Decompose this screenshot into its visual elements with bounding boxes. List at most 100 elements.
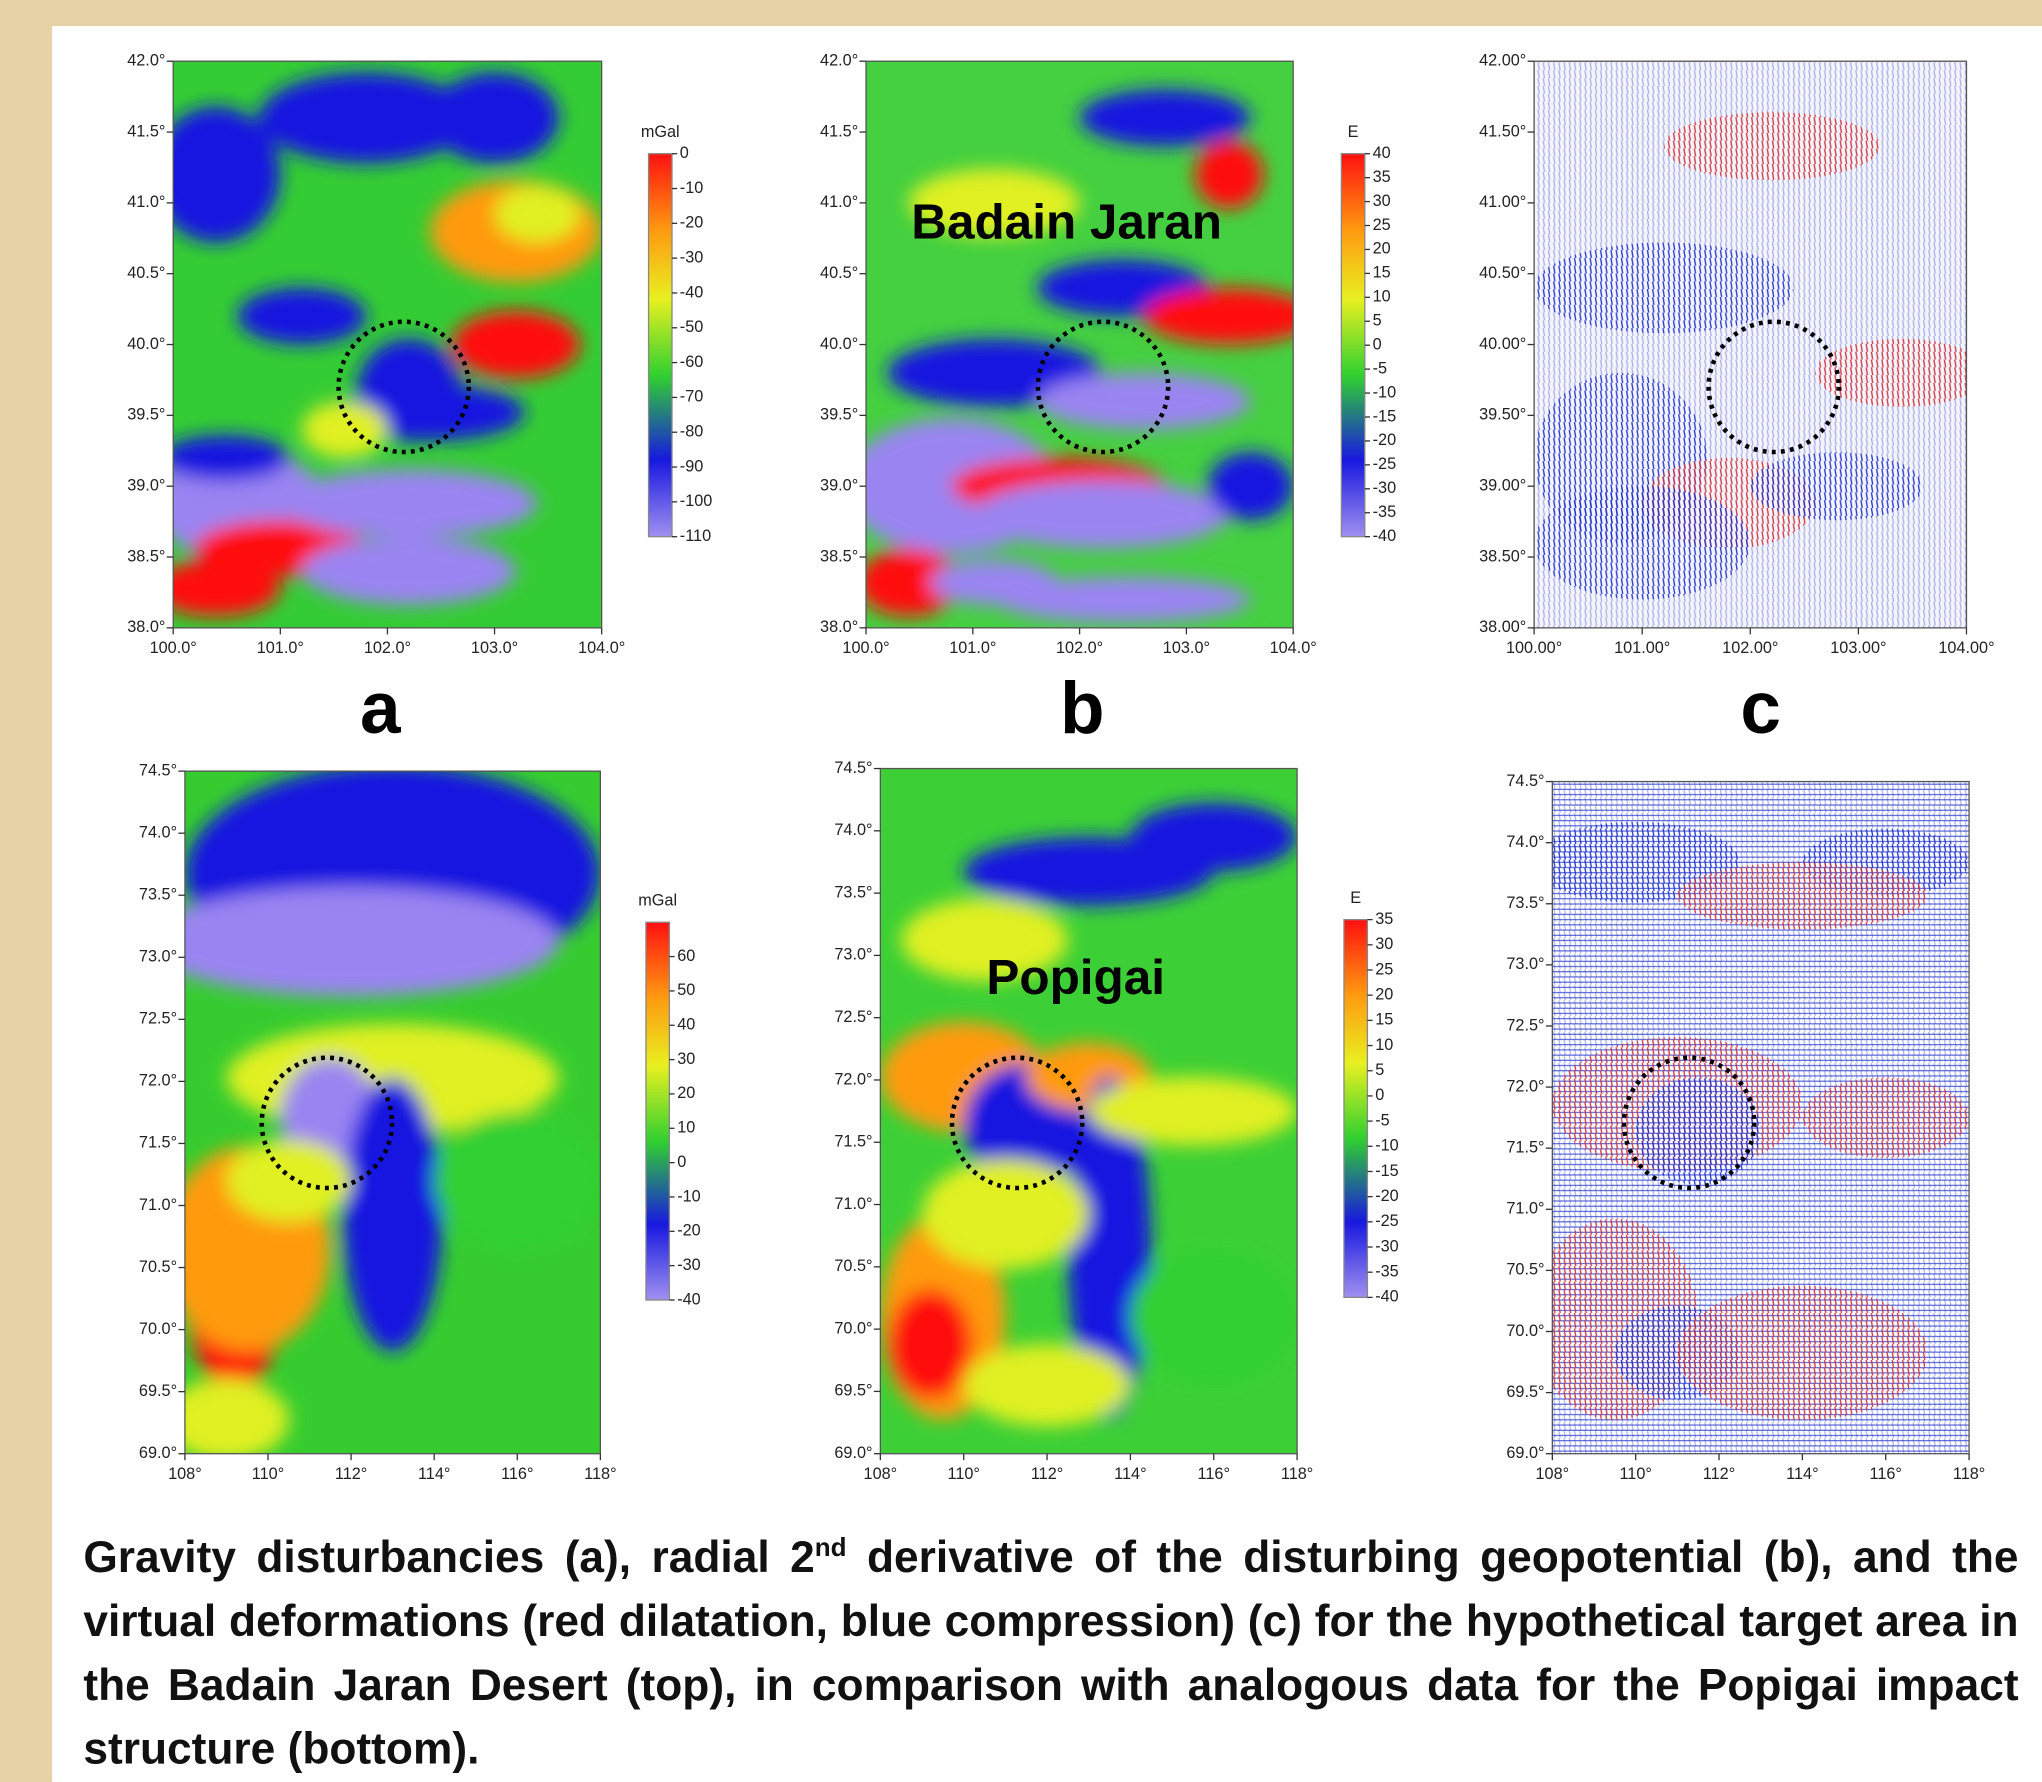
x-tick-label: 103.00°: [1830, 639, 1886, 657]
colorbar-tick-label: -80: [680, 423, 704, 441]
colorbar-tick-label: 40: [677, 1016, 695, 1034]
y-tick-label: 39.00°: [1479, 476, 1526, 494]
y-tick-label: 40.50°: [1479, 264, 1526, 282]
colorbar: [1343, 918, 1369, 1299]
map: [1552, 781, 1970, 1454]
y-tick-label: 41.50°: [1479, 122, 1526, 140]
colorbar-tick-label: -35: [1373, 503, 1397, 521]
y-tick-label: 74.0°: [1506, 833, 1544, 851]
x-tick-label: 110°: [1619, 1465, 1651, 1483]
colorbar-tick-label: -25: [1373, 455, 1397, 473]
deformation: [1677, 1285, 1928, 1421]
x-tick-label: 104.00°: [1938, 639, 1994, 657]
anomaly: [908, 168, 1080, 237]
deformation: [1534, 486, 1751, 600]
colorbar-tick-label: 0: [1373, 335, 1382, 353]
colorbar-tick-label: -40: [680, 283, 704, 301]
colorbar-tick-label: 10: [1375, 1036, 1393, 1054]
anomaly: [173, 435, 289, 481]
y-tick-label: 42.00°: [1479, 52, 1526, 70]
colorbar-tick-label: -20: [677, 1222, 701, 1240]
anomaly: [922, 1159, 1089, 1269]
map: [880, 768, 1298, 1454]
x-tick-label: 104.0°: [578, 639, 625, 657]
anomaly: [994, 576, 1251, 623]
y-tick-label: 39.0°: [127, 476, 165, 494]
y-tick-label: 70.5°: [139, 1258, 177, 1276]
deformation: [1663, 112, 1881, 181]
y-tick-label: 41.0°: [820, 193, 858, 211]
x-tick-label: 100.00°: [1506, 639, 1562, 657]
colorbar-tick-label: -30: [680, 248, 704, 266]
colorbar-tick-label: -20: [1375, 1187, 1399, 1205]
anomaly: [226, 1139, 352, 1222]
dotted-circle: [1621, 1055, 1757, 1191]
colorbar-tick-label: -25: [1375, 1212, 1399, 1230]
dotted-circle: [1035, 319, 1171, 455]
anomaly: [451, 310, 581, 379]
panel-letter: b: [1060, 668, 1105, 749]
anomaly: [1143, 287, 1294, 345]
deformation: [1815, 338, 1967, 407]
colorbar-tick-label: 15: [1373, 264, 1391, 282]
colorbar-tick-label: 25: [1375, 960, 1393, 978]
anomaly: [1194, 140, 1264, 209]
colorbar: [1340, 153, 1366, 538]
anomaly: [963, 1344, 1131, 1427]
x-tick-label: 116°: [501, 1465, 533, 1483]
anomaly: [1036, 372, 1251, 430]
colorbar-tick-label: -35: [1375, 1263, 1399, 1281]
colorbar: [645, 921, 671, 1301]
caption-sup: nd: [814, 1534, 847, 1563]
x-tick-label: 101.0°: [949, 639, 996, 657]
x-tick-label: 116°: [1870, 1465, 1902, 1483]
anomaly: [280, 469, 538, 538]
colorbar-tick-label: -5: [1373, 359, 1387, 377]
anomaly: [494, 185, 581, 243]
colorbar-tick-label: 20: [1373, 240, 1391, 258]
map: [1534, 61, 1967, 628]
colorbar-tick-label: 35: [1375, 910, 1393, 928]
y-tick-label: 38.0°: [820, 618, 858, 636]
x-tick-label: 103.0°: [1163, 639, 1210, 657]
y-tick-label: 73.5°: [139, 886, 177, 904]
y-tick-label: 72.5°: [1506, 1016, 1544, 1034]
frame: [1551, 780, 1970, 1455]
caption: Gravity disturbancies (a), radial 2nd de…: [83, 1527, 2018, 1782]
anomaly: [184, 1378, 289, 1454]
y-tick-label: 38.5°: [820, 547, 858, 565]
y-tick-label: 74.0°: [139, 823, 177, 841]
y-tick-label: 74.5°: [1506, 772, 1544, 790]
colorbar-unit: E: [1348, 123, 1359, 141]
anomaly: [1067, 1076, 1152, 1420]
anomaly: [173, 106, 281, 243]
y-tick-label: 71.5°: [1506, 1138, 1544, 1156]
x-tick-label: 102.0°: [364, 639, 411, 657]
annotation: Badain Jaran: [911, 194, 1222, 249]
colorbar-tick-label: 35: [1373, 168, 1391, 186]
y-tick-label: 39.5°: [127, 406, 165, 424]
y-tick-label: 70.0°: [1506, 1322, 1544, 1340]
colorbar-tick-label: 0: [1375, 1086, 1384, 1104]
blobs: [880, 802, 1298, 1427]
deformation: [1635, 1077, 1761, 1185]
anomaly: [901, 898, 1068, 981]
y-tick-label: 38.5°: [127, 547, 165, 565]
y-tick-label: 73.0°: [834, 946, 872, 964]
y-tick-label: 70.5°: [834, 1257, 872, 1275]
colorbar-tick-label: -100: [680, 492, 713, 510]
x-tick-label: 103.0°: [471, 639, 518, 657]
y-tick-label: 69.5°: [834, 1382, 872, 1400]
colorbar-tick-label: -20: [680, 214, 704, 232]
x-tick-label: 112°: [1703, 1465, 1735, 1483]
colorbar-tick-label: -30: [1375, 1237, 1399, 1255]
anomaly: [434, 1112, 601, 1249]
y-tick-label: 39.50°: [1479, 406, 1526, 424]
anomaly: [1207, 452, 1294, 521]
colorbar-tick-label: 0: [680, 144, 689, 162]
colorbar-tick-label: -10: [677, 1187, 701, 1205]
y-tick-label: 41.5°: [820, 122, 858, 140]
panel-letter: c: [1740, 668, 1781, 749]
deformation: [1750, 452, 1924, 521]
anomaly: [866, 548, 960, 617]
